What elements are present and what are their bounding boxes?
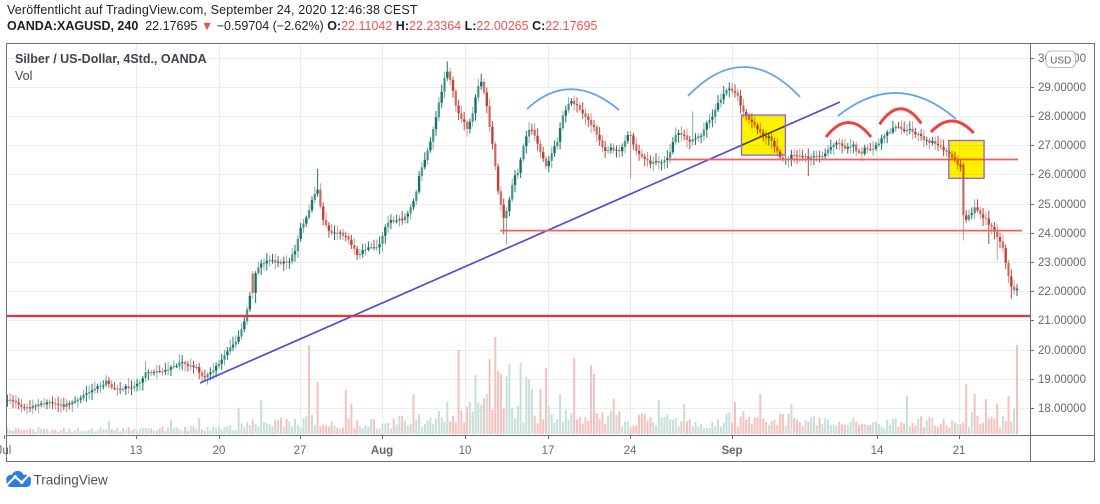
svg-text:USD: USD (1050, 56, 1071, 67)
svg-text:TradingView: TradingView (34, 473, 109, 488)
svg-text:17: 17 (542, 445, 555, 457)
svg-text:24.00000: 24.00000 (1038, 228, 1086, 240)
svg-text:27: 27 (294, 445, 307, 457)
svg-text:Silber / US-Dollar, 4Std., OAN: Silber / US-Dollar, 4Std., OANDA (15, 52, 207, 66)
svg-text:21: 21 (953, 445, 966, 457)
svg-text:27.00000: 27.00000 (1038, 140, 1086, 152)
svg-text:22.00000: 22.00000 (1038, 286, 1086, 298)
svg-text:26.00000: 26.00000 (1038, 169, 1086, 181)
svg-text:29.00000: 29.00000 (1038, 82, 1086, 94)
svg-text:28.00000: 28.00000 (1038, 111, 1086, 123)
svg-text:13: 13 (130, 445, 143, 457)
svg-text:24: 24 (624, 445, 637, 457)
svg-text:23.00000: 23.00000 (1038, 257, 1086, 269)
svg-text:Aug: Aug (371, 445, 393, 457)
svg-text:Jul: Jul (0, 445, 11, 457)
svg-text:25.00000: 25.00000 (1038, 199, 1086, 211)
svg-text:Vol: Vol (15, 69, 32, 83)
svg-text:20: 20 (213, 445, 226, 457)
svg-text:21.00000: 21.00000 (1038, 315, 1086, 327)
svg-text:20.00000: 20.00000 (1038, 345, 1086, 357)
svg-text:10: 10 (459, 445, 472, 457)
svg-text:14: 14 (871, 445, 884, 457)
svg-text:19.00000: 19.00000 (1038, 374, 1086, 386)
svg-text:18.00000: 18.00000 (1038, 403, 1086, 415)
svg-text:Sep: Sep (721, 445, 742, 457)
